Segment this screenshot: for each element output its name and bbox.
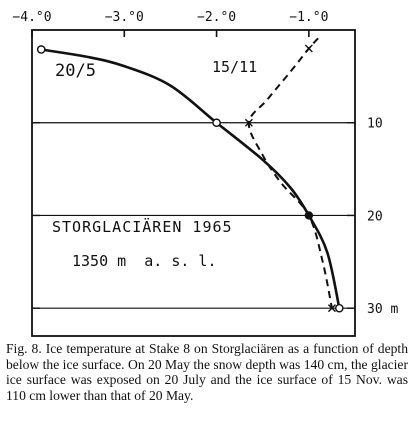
- figure-caption: Fig. 8. Ice temperature at Stake 8 on St…: [6, 341, 408, 403]
- ice-temperature-chart: −4.°0 −3.°0 −2.°0 −1.°0 10 20 30 m 20/5 15/11…: [12, 10, 398, 337]
- plot-frame: [31, 29, 356, 337]
- series-intersection-point: [304, 211, 314, 220]
- series-1-point: [244, 118, 253, 127]
- series-0-point: [335, 303, 344, 313]
- x-tick-label: −4.°0: [12, 10, 51, 25]
- chart-title: STORGLACIÄREN 1965: [52, 217, 233, 236]
- series-line-1: [247, 37, 333, 309]
- y-axis-ticks: 10 20 30 m: [32, 117, 398, 317]
- series-line-0: [41, 48, 341, 309]
- y-tick-label: 20: [367, 209, 383, 224]
- series-1-point: [304, 44, 313, 53]
- series-0-point: [212, 118, 221, 128]
- series-layer: [36, 37, 344, 313]
- series-label-20-5: 20/5: [55, 61, 96, 81]
- y-tick-label: 10: [367, 117, 383, 132]
- series-1-point: [327, 304, 336, 313]
- x-tick-label: −1.°0: [289, 10, 328, 25]
- x-axis-ticks: −4.°0 −3.°0 −2.°0 −1.°0: [12, 10, 328, 37]
- x-tick-label: −2.°0: [197, 10, 236, 25]
- series-label-15-11: 15/11: [212, 58, 257, 76]
- chart-subtitle: 1350 m a. s. l.: [72, 252, 217, 270]
- series-0-point: [36, 45, 46, 54]
- y-tick-label: 30 m: [367, 302, 398, 317]
- x-tick-label: −3.°0: [105, 10, 144, 25]
